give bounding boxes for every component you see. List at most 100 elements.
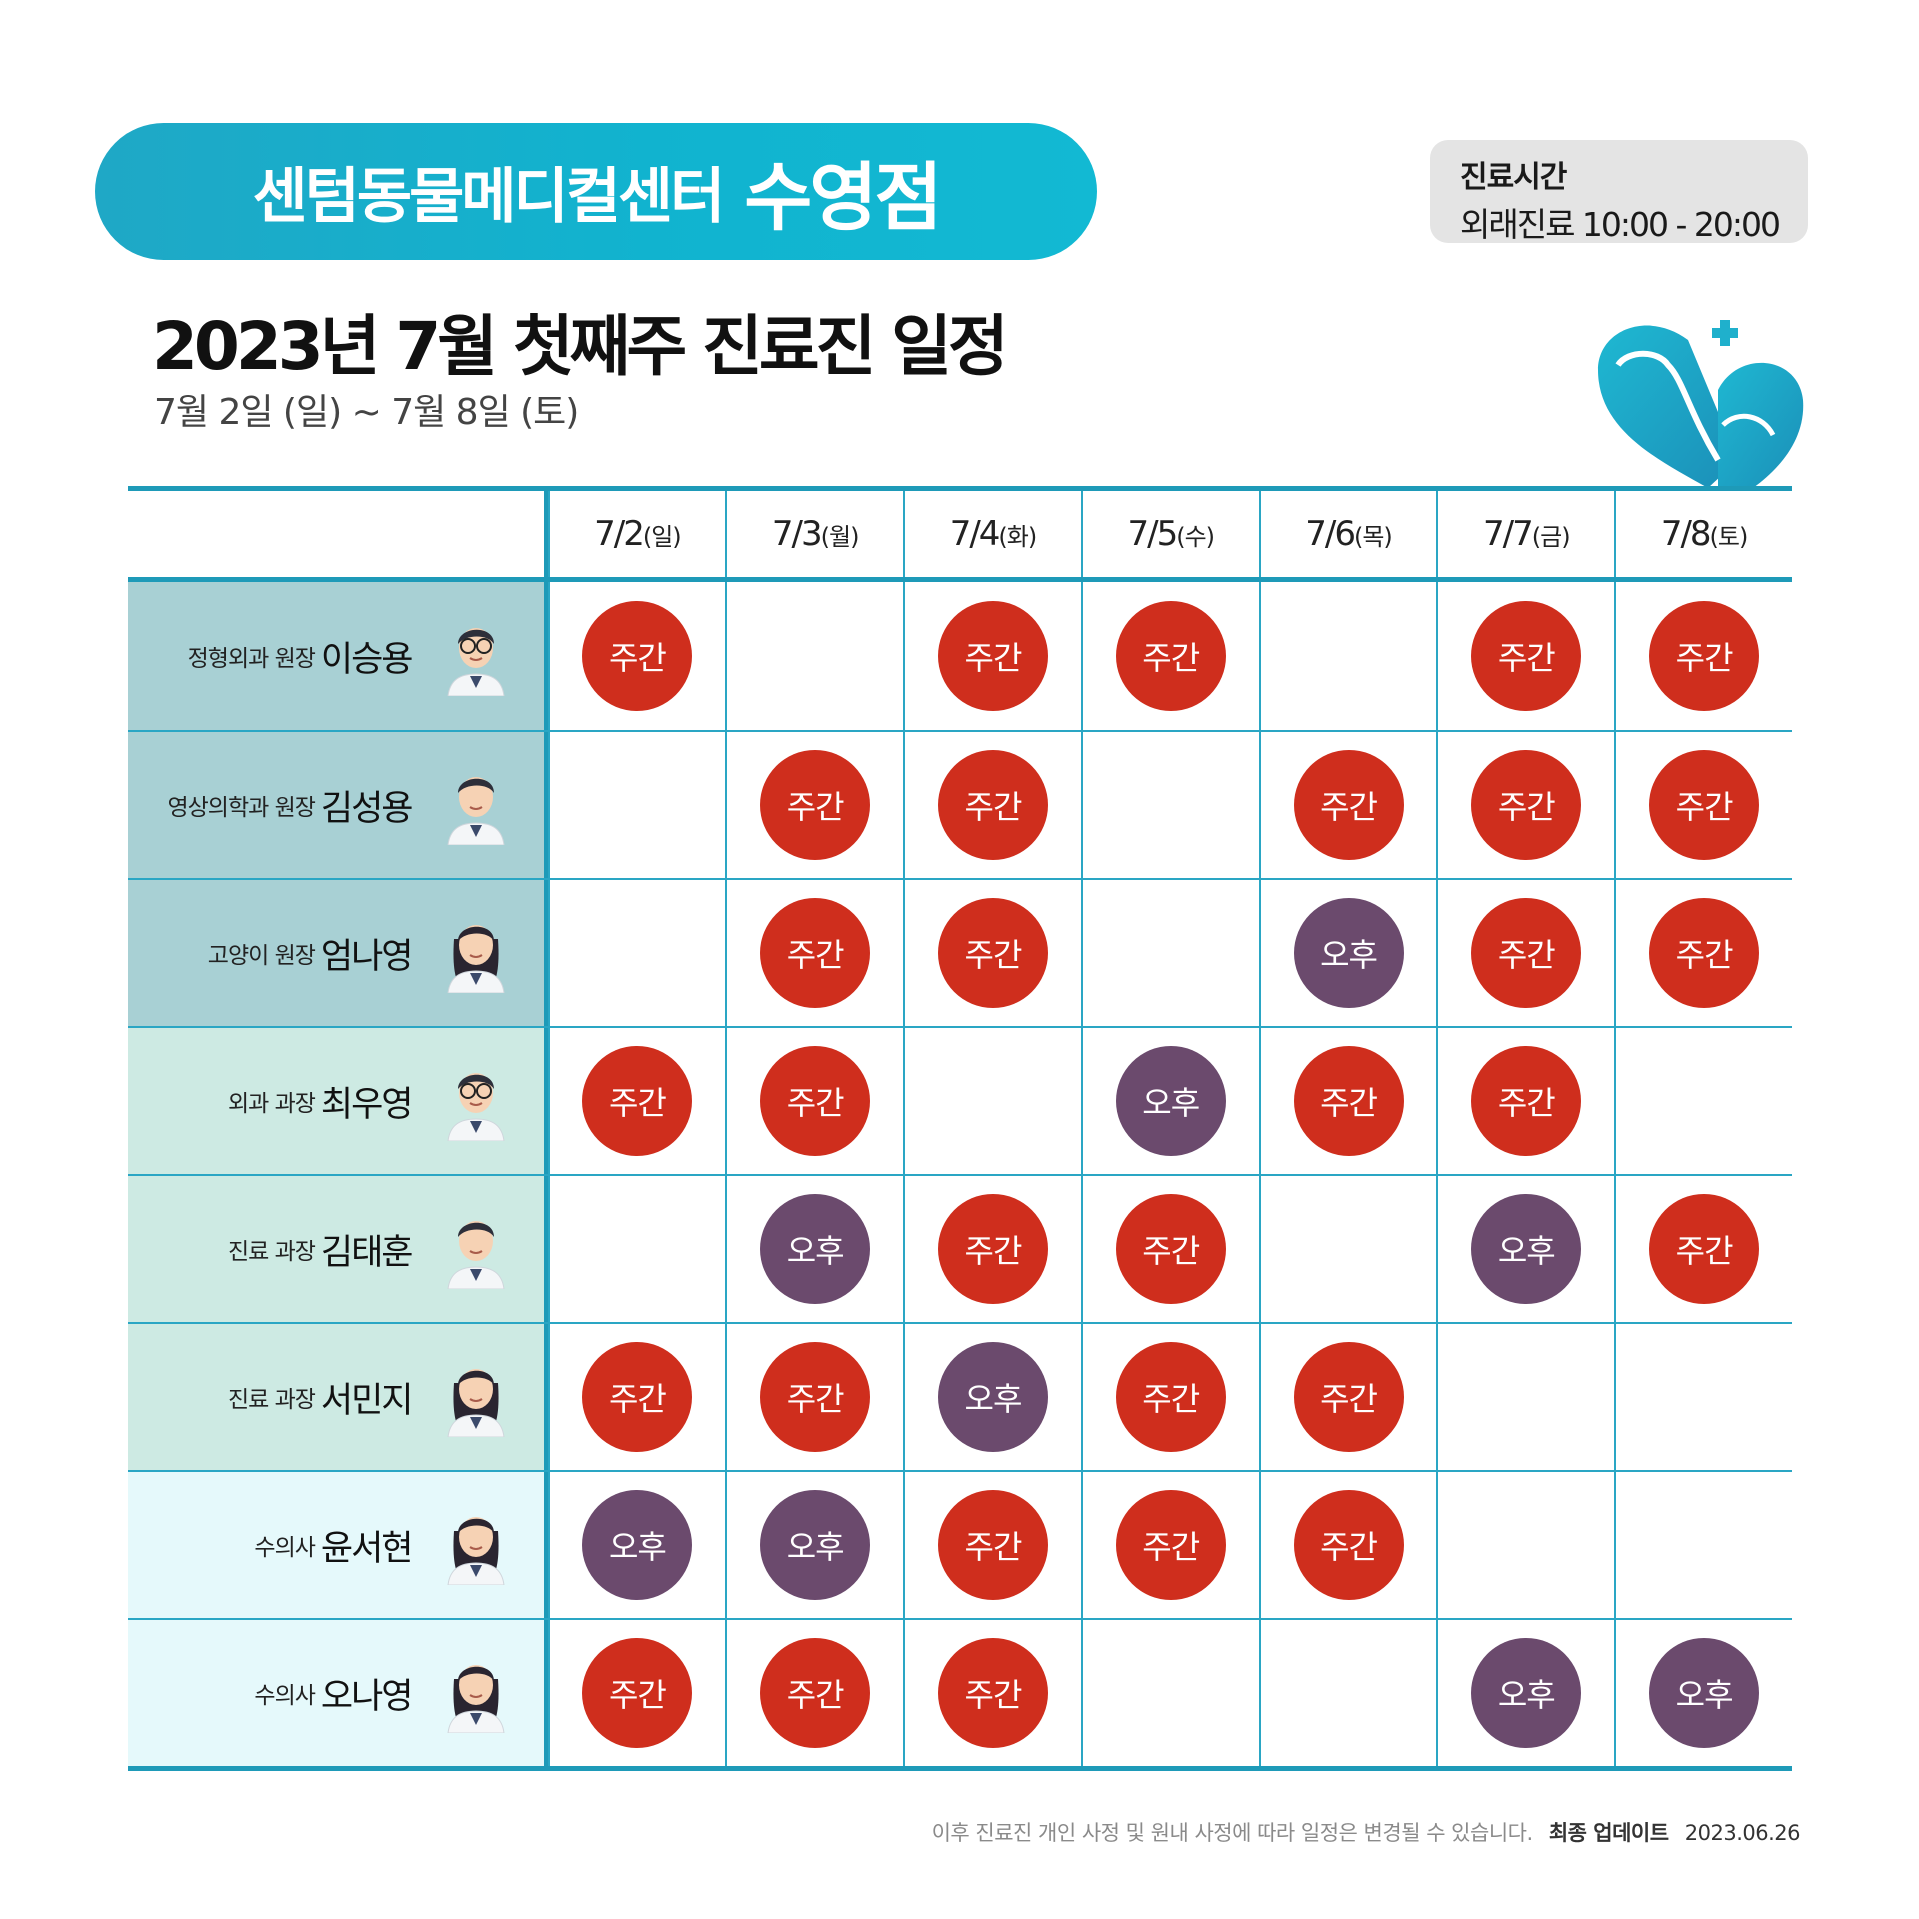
footer-note: 이후 진료진 개인 사정 및 원내 사정에 따라 일정은 변경될 수 있습니다.… bbox=[931, 1817, 1801, 1847]
doctor-role: 영상의학과 원장 bbox=[167, 795, 315, 821]
clinic-banner: 센텀동물메디컬센터 수영점 bbox=[95, 123, 1097, 260]
schedule-cell: 오후 bbox=[725, 1176, 903, 1322]
shift-day-badge: 주간 bbox=[937, 898, 1048, 1008]
table-row: 수의사 윤서현 오후 오후 주간 주간 주간 bbox=[128, 1470, 1792, 1618]
shift-day-badge: 주간 bbox=[1649, 601, 1760, 711]
shift-day-badge: 주간 bbox=[582, 1046, 693, 1156]
schedule-cell: 주간 bbox=[725, 1028, 903, 1174]
shift-day-badge: 주간 bbox=[1115, 1342, 1226, 1452]
day-header: 7/6 (목) bbox=[1258, 491, 1437, 577]
shift-pm-badge: 오후 bbox=[760, 1490, 871, 1600]
schedule-cell: 주간 bbox=[1258, 1028, 1437, 1174]
shift-pm-badge: 오후 bbox=[1471, 1194, 1582, 1304]
doctor-name: 김성용 bbox=[320, 788, 414, 829]
schedule-cell: 주간 bbox=[1614, 880, 1792, 1026]
table-row: 진료 과장 김태훈 오후 주간 주간 오후 주간 bbox=[128, 1174, 1792, 1322]
schedule-cell: 주간 bbox=[1614, 732, 1792, 878]
footer-text: 이후 진료진 개인 사정 및 원내 사정에 따라 일정은 변경될 수 있습니다. bbox=[931, 1821, 1534, 1845]
schedule-cell bbox=[725, 582, 903, 730]
schedule-cell bbox=[1614, 1028, 1792, 1174]
shift-pm-badge: 오후 bbox=[1471, 1638, 1582, 1748]
shift-day-badge: 주간 bbox=[760, 750, 871, 860]
day-of-week: (목) bbox=[1353, 522, 1393, 551]
updated-label: 최종 업데이트 bbox=[1548, 1821, 1669, 1845]
schedule-cell bbox=[1436, 1472, 1614, 1618]
doctor-cell: 고양이 원장 엄나영 bbox=[128, 880, 548, 1026]
hours-box: 진료시간 외래진료 10:00 - 20:00 bbox=[1430, 140, 1808, 244]
day-date: 7/5 bbox=[1127, 514, 1178, 554]
schedule-cell: 주간 bbox=[903, 1620, 1081, 1766]
day-of-week: (금) bbox=[1531, 522, 1571, 551]
doctor-name: 엄나영 bbox=[320, 936, 414, 977]
shift-day-badge: 주간 bbox=[1115, 601, 1226, 711]
shift-pm-badge: 오후 bbox=[760, 1194, 871, 1304]
table-row: 수의사 오나영 주간 주간 주간 오후 오후 bbox=[128, 1618, 1792, 1766]
schedule-cell: 오후 bbox=[1436, 1620, 1614, 1766]
doctor-role: 진료 과장 bbox=[227, 1387, 316, 1413]
schedule-cell: 오후 bbox=[1080, 1028, 1259, 1174]
doctor-avatar-icon bbox=[438, 1649, 514, 1737]
shift-pm-badge: 오후 bbox=[1115, 1046, 1226, 1156]
schedule-cell: 주간 bbox=[725, 1324, 903, 1470]
table-header-row: 7/2 (일) 7/3 (월) 7/4 (화) 7/5 (수) 7/6 (목) 7/7 (금) 7/8(… bbox=[128, 491, 1792, 582]
doctor-name: 이승용 bbox=[320, 639, 414, 680]
table-row: 정형외과 원장 이승용 주간 주간 주간 주간 주간 bbox=[128, 582, 1792, 730]
day-of-week: (수) bbox=[1176, 522, 1215, 551]
schedule-cell: 주간 bbox=[1436, 880, 1614, 1026]
doctor-name: 서민지 bbox=[320, 1380, 414, 1421]
table-row: 외과 과장 최우영 주간 주간 오후 주간 주간 bbox=[128, 1026, 1792, 1174]
day-of-week: (화) bbox=[998, 522, 1037, 551]
shift-pm-badge: 오후 bbox=[1649, 1638, 1760, 1748]
day-header: 7/5 (수) bbox=[1080, 491, 1259, 577]
doctor-cell: 정형외과 원장 이승용 bbox=[128, 582, 548, 730]
doctor-role: 수의사 bbox=[254, 1683, 315, 1709]
shift-day-badge: 주간 bbox=[582, 1638, 693, 1748]
schedule-cell bbox=[1258, 582, 1437, 730]
shift-day-badge: 주간 bbox=[760, 1638, 871, 1748]
shift-day-badge: 주간 bbox=[1649, 1194, 1760, 1304]
schedule-cell bbox=[547, 880, 726, 1026]
doctor-role: 외과 과장 bbox=[227, 1091, 316, 1117]
shift-day-badge: 주간 bbox=[1115, 1194, 1226, 1304]
doctor-cell: 진료 과장 김태훈 bbox=[128, 1176, 548, 1322]
schedule-cell bbox=[1258, 1176, 1437, 1322]
doctor-cell: 외과 과장 최우영 bbox=[128, 1028, 548, 1174]
schedule-cell: 주간 bbox=[1436, 582, 1614, 730]
schedule-cell bbox=[1614, 1472, 1792, 1618]
hours-title: 진료시간 bbox=[1460, 160, 1567, 195]
schedule-cell: 오후 bbox=[1614, 1620, 1792, 1766]
doctor-cell: 진료 과장 서민지 bbox=[128, 1324, 548, 1470]
schedule-cell: 주간 bbox=[725, 880, 903, 1026]
shift-day-badge: 주간 bbox=[937, 750, 1048, 860]
shift-day-badge: 주간 bbox=[1293, 1046, 1404, 1156]
shift-day-badge: 주간 bbox=[1293, 1490, 1404, 1600]
doctor-avatar-icon bbox=[438, 1353, 514, 1441]
doctor-avatar-icon bbox=[438, 1057, 514, 1145]
schedule-cell: 오후 bbox=[1258, 880, 1437, 1026]
schedule-cell: 주간 bbox=[903, 880, 1081, 1026]
schedule-cell: 주간 bbox=[1080, 1176, 1259, 1322]
day-header: 7/7 (금) bbox=[1436, 491, 1614, 577]
schedule-cell: 오후 bbox=[725, 1472, 903, 1618]
schedule-cell: 주간 bbox=[547, 1324, 726, 1470]
page-subtitle: 7월 2일 (일) ~ 7월 8일 (토) bbox=[154, 392, 579, 433]
page-title: 2023년 7월 첫째주 진료진 일정 bbox=[152, 308, 1009, 385]
schedule-cell bbox=[547, 732, 726, 878]
schedule-cell: 오후 bbox=[1436, 1176, 1614, 1322]
doctor-avatar-icon bbox=[438, 909, 514, 997]
shift-day-badge: 주간 bbox=[937, 1194, 1048, 1304]
schedule-cell bbox=[1436, 1324, 1614, 1470]
schedule-cell: 오후 bbox=[903, 1324, 1081, 1470]
schedule-cell: 주간 bbox=[1614, 582, 1792, 730]
schedule-cell: 주간 bbox=[1080, 1324, 1259, 1470]
shift-day-badge: 주간 bbox=[1471, 601, 1582, 711]
shift-day-badge: 주간 bbox=[582, 1342, 693, 1452]
schedule-cell: 주간 bbox=[903, 582, 1081, 730]
day-date: 7/4 bbox=[949, 514, 1001, 554]
shift-day-badge: 주간 bbox=[937, 1490, 1048, 1600]
doctor-role: 고양이 원장 bbox=[207, 943, 316, 969]
schedule-cell bbox=[903, 1028, 1081, 1174]
shift-day-badge: 주간 bbox=[760, 1046, 871, 1156]
schedule-cell: 주간 bbox=[1436, 1028, 1614, 1174]
day-of-week: (토) bbox=[1709, 522, 1749, 551]
